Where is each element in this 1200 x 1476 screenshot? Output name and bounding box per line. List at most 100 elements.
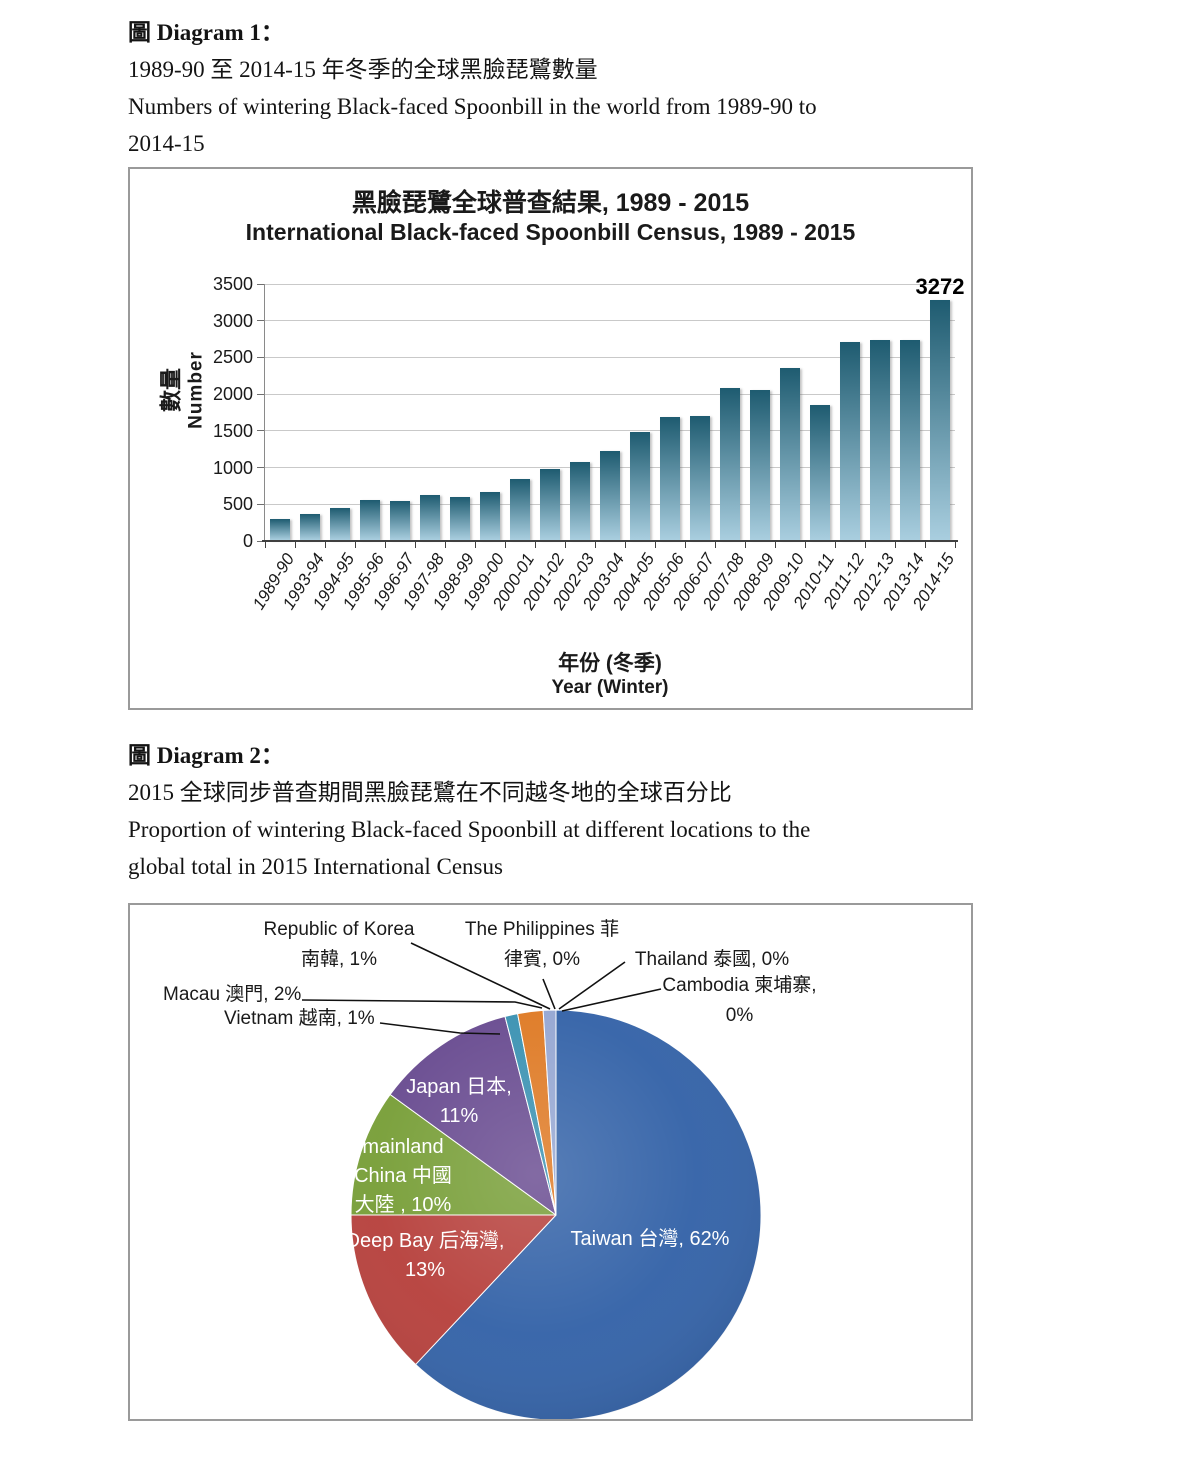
bar [870,340,890,540]
x-tick-mark [355,542,356,548]
bar [660,417,680,540]
x-tick-mark [475,542,476,548]
bar [570,462,590,540]
y-tick-label: 0 [242,531,253,551]
bar [270,519,290,540]
x-tick-mark [775,542,776,548]
x-tick-mark [865,542,866,548]
x-tick-mark [595,542,596,548]
bar [930,300,950,540]
y-tick-mark [257,467,265,469]
x-axis-title-en: Year (Winter) [551,677,669,698]
diagram1-heading: 圖 Diagram 1： [128,20,284,45]
bar-chart-title-en: International Black-faced Spoonbill Cens… [245,219,856,245]
diagram1-caption: 圖 Diagram 1： 1989-90 至 2014-15 年冬季的全球黑臉琵… [128,14,988,162]
bar [840,342,860,540]
pie-label-mainland-china: mainland China 中國 大陸 , 10% [354,1136,452,1216]
bar [720,388,740,540]
bar [330,508,350,540]
bar [780,368,800,540]
bar [480,492,500,540]
gridline [265,283,955,285]
y-tick-mark [257,540,265,542]
x-tick-mark [745,542,746,548]
diagram1-caption-en-2: 2014-15 [128,131,205,156]
x-tick-mark [955,542,956,548]
x-tick-mark [715,542,716,548]
x-tick-mark [415,542,416,548]
y-tick-mark [257,430,265,432]
x-tick-mark [295,542,296,548]
y-tick-mark [257,503,265,505]
y-tick-label: 1000 [212,457,253,478]
x-tick-mark [925,542,926,548]
diagram1-caption-zh: 1989-90 至 2014-15 年冬季的全球黑臉琵鷺數量 [128,57,598,82]
y-tick-label: 1500 [212,420,253,441]
bar-value-label: 3272 [915,273,965,299]
pie-label-deep-bay: Deep Bay 后海灣, 13% [345,1230,505,1281]
bar [450,497,470,540]
y-tick-label: 3000 [212,310,253,331]
gridline [265,393,955,395]
bar [540,469,560,540]
bar [300,514,320,540]
x-tick-mark [325,542,326,548]
bar-chart: 黑臉琵鷺全球普查結果, 1989 - 2015 International Bl… [128,167,973,710]
leader-line-thailand [558,961,626,1010]
leader-lines [301,942,662,1035]
bar [900,340,920,540]
gridline [265,356,955,358]
bar-chart-plot-area: 0 500 1000 1500 2000 2500 3000 3500 1989-90 1993-… [213,274,965,613]
bar [390,501,410,540]
y-tick-label: 2000 [212,384,253,405]
bar [810,405,830,540]
x-tick-mark [565,542,566,548]
bar [750,390,770,540]
x-axis-line [262,540,958,542]
pie-label-taiwan: Taiwan 台灣, 62% [570,1228,730,1250]
y-tick-mark [257,356,265,358]
pie-label-macau: Macau 澳門, 2% [163,984,302,1005]
y-tick-mark [257,320,265,322]
x-tick-mark [265,542,266,548]
diagram2-heading: 圖 Diagram 2： [128,743,284,768]
pie-label-republic-of-korea: Republic of Korea 南韓, 1% [263,919,415,970]
gridline [265,430,955,432]
x-tick-mark [685,542,686,548]
x-tick-mark [625,542,626,548]
pie-label-philippines: The Philippines 菲 律賓, 0% [464,919,620,970]
x-tick-mark [385,542,386,548]
y-tick-label: 2500 [212,347,253,368]
pie-label-japan: Japan 日本, 11% [406,1076,512,1127]
y-axis-title-zh: 數量 [158,368,184,413]
bar [510,479,530,540]
y-tick-mark [257,283,265,285]
x-tick-mark [535,542,536,548]
y-tick-label: 3500 [212,274,253,294]
pie-label-vietnam: Vietnam 越南, 1% [224,1008,375,1029]
gridline [265,320,955,322]
bar [630,432,650,540]
bar [360,500,380,540]
diagram1-caption-en-1: Numbers of wintering Black-faced Spoonbi… [128,94,817,119]
x-tick-mark [445,542,446,548]
y-axis-line [264,284,265,541]
leader-line-philippines [542,978,556,1010]
leader-line-cambodia [561,988,662,1012]
bar [600,451,620,540]
bar [690,416,710,540]
bar [420,495,440,540]
diagram2-caption-en-2: global total in 2015 International Censu… [128,854,503,879]
x-tick-mark [505,542,506,548]
x-tick-mark [895,542,896,548]
x-tick-mark [655,542,656,548]
leader-line-macau [301,999,543,1009]
diagram2-caption-en-1: Proportion of wintering Black-faced Spoo… [128,817,811,842]
pie-label-thailand: Thailand 泰國, 0% [634,949,790,970]
x-axis-title-zh: 年份 (冬季) [558,652,662,675]
x-tick-mark [805,542,806,548]
leader-line-vietnam [379,1022,501,1035]
bar-chart-title-zh: 黑臉琵鷺全球普查結果, 1989 - 2015 [351,189,750,217]
x-tick-mark [835,542,836,548]
